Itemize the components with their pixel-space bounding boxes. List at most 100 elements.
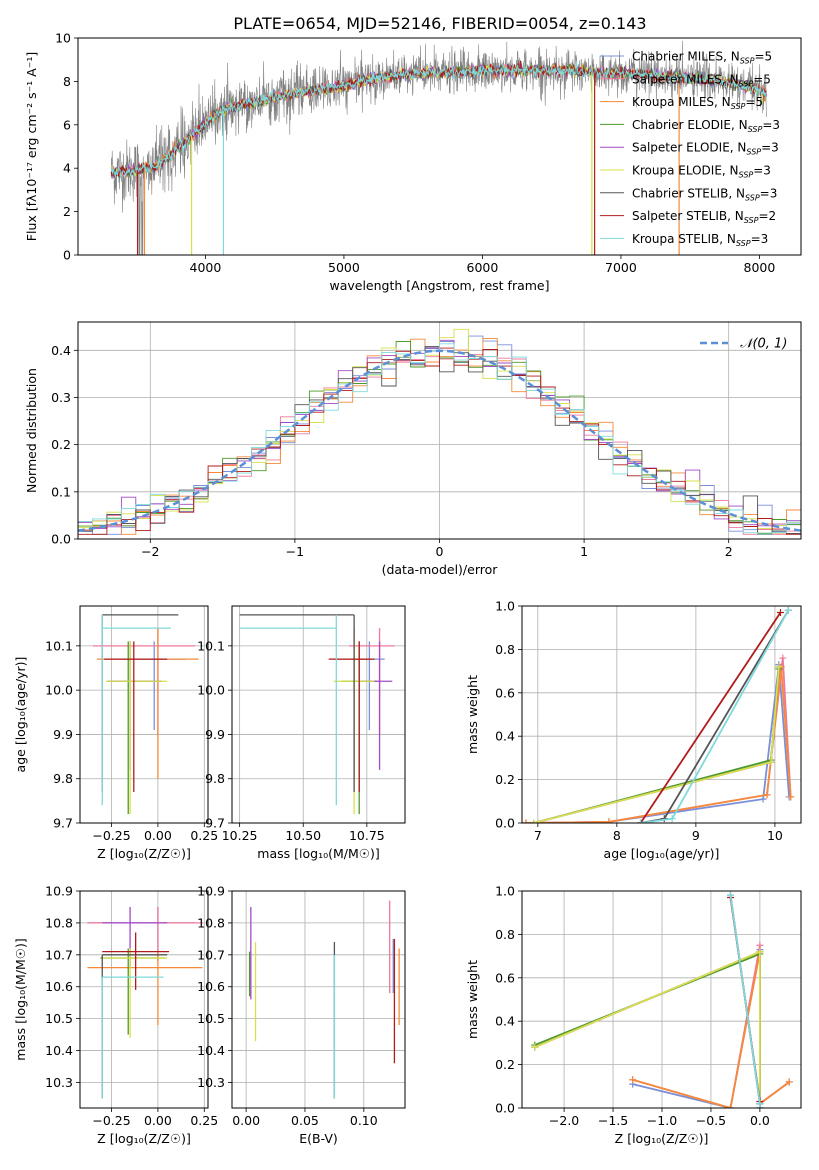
- x-tick-label: −0.25: [92, 1113, 130, 1128]
- y-axis-label: age [log₁₀(age/yr)]: [13, 657, 28, 773]
- weight-marker: [779, 654, 787, 662]
- model-spectrum: [110, 61, 767, 179]
- y-tick-label: 10.9: [45, 884, 73, 899]
- plot-area: [249, 900, 400, 1099]
- x-tick-label: 10.50: [285, 828, 321, 843]
- axes-age_vs_Z: −0.25 0.00 0.25 9.7 9.8 9.9 10.0 10.1 Z [log₁₀(Z…: [13, 605, 218, 861]
- legend-entry: Chabrier STELIB, NSSP=3: [632, 186, 777, 202]
- y-tick-label: 1.0: [495, 884, 515, 899]
- y-tick-label: 6: [63, 117, 71, 132]
- y-tick-label: 10.8: [45, 915, 73, 930]
- x-tick-label: 2: [725, 544, 733, 559]
- x-tick-label: −1: [286, 544, 304, 559]
- legend-entry: Salpeter STELIB, NSSP=2: [632, 209, 776, 225]
- y-tick-label: 0: [63, 248, 71, 263]
- weight-marker: [756, 948, 764, 956]
- weight-marker: [668, 815, 676, 823]
- y-tick-label: 10.7: [197, 947, 225, 962]
- x-tick-label: −0.25: [92, 828, 130, 843]
- residual-histogram: [78, 341, 801, 534]
- axes-frame: [79, 890, 209, 1109]
- weight-marker: [756, 941, 764, 949]
- axes-frame: [231, 605, 406, 824]
- weight-marker: [756, 1104, 764, 1108]
- legend: Chabrier MILES, NSSP=5 Salpeter MILES, NS…: [600, 50, 780, 248]
- x-tick-label: 6000: [467, 260, 499, 275]
- weight-marker: [763, 791, 771, 799]
- x-tick-label: 8: [613, 828, 621, 843]
- y-tick-label: 0.2: [495, 772, 515, 787]
- axes-mass_vs_ebv: 0.00 0.05 0.10 10.3 10.4 10.5 10.6 10.7 10.8 10.9…: [197, 884, 406, 1146]
- axes-spectrum: 4000 5000 6000 7000 8000 0 2 4 6 8 10 wavelength [A…: [24, 31, 802, 293]
- y-tick-label: 4: [63, 161, 71, 176]
- axes-frame: [231, 890, 406, 1109]
- legend-entry: 𝒩(0, 1): [740, 337, 787, 352]
- y-tick-label: 0.4: [495, 729, 515, 744]
- x-tick-label: 7: [534, 828, 542, 843]
- residual-histogram: [78, 346, 801, 535]
- weight-marker: [629, 1076, 637, 1084]
- plot-area: [239, 614, 395, 815]
- y-tick-label: 10.4: [45, 1043, 73, 1058]
- weight-marker: [530, 819, 538, 823]
- weight-marker: [727, 891, 735, 899]
- legend-entry: Kroupa STELIB, NSSP=3: [632, 232, 768, 248]
- weight-marker: [787, 793, 795, 801]
- legend-entry: Kroupa MILES, NSSP=5: [632, 95, 763, 111]
- y-tick-label: 9.7: [53, 816, 73, 831]
- weight-marker: [775, 663, 783, 671]
- y-axis-label: Normed distribution: [24, 368, 39, 493]
- y-tick-label: 9.7: [205, 816, 225, 831]
- legend-entry: Kroupa ELODIE, NSSP=3: [632, 164, 771, 180]
- x-axis-label: E(B-V): [299, 1131, 338, 1146]
- axes-weight_vs_age: 7 8 9 10 0.0 0.2 0.4 0.6 0.8 1.0 age [log₁₀(age/yr…: [465, 599, 802, 861]
- axes-frame: [79, 605, 209, 824]
- x-tick-label: 0.25: [190, 828, 218, 843]
- x-tick-label: −2: [141, 544, 159, 559]
- axes-age_vs_mass: 10.25 10.50 10.75 9.7 9.8 9.9 10.0 10.1 mass [lo…: [197, 605, 406, 861]
- y-tick-label: 0.0: [51, 532, 71, 547]
- legend-entry: Chabrier MILES, NSSP=5: [632, 50, 772, 66]
- x-tick-label: −1.5: [598, 1113, 628, 1128]
- y-tick-label: 10.0: [197, 683, 225, 698]
- weight-marker: [776, 609, 784, 617]
- y-axis-label: mass weight: [465, 675, 480, 754]
- y-tick-label: 0.1: [51, 484, 71, 499]
- legend: 𝒩(0, 1): [700, 337, 787, 352]
- y-tick-label: 0.4: [51, 343, 71, 358]
- axes-frame: [521, 890, 802, 1109]
- axes-frame: [77, 321, 802, 540]
- legend-entry: Chabrier ELODIE, NSSP=3: [632, 118, 780, 134]
- x-axis-label: Z [log₁₀(Z/Z☉)]: [97, 1131, 191, 1146]
- axes-weight_vs_Z: −2.0 −1.5 −1.0 −0.5 0.0 0.0 0.2 0.4 0.6 0.8 1.0 Z […: [465, 884, 802, 1146]
- y-tick-label: 0.3: [51, 390, 71, 405]
- y-tick-label: 10.6: [45, 979, 73, 994]
- y-tick-label: 8: [63, 74, 71, 89]
- plot-area: [110, 40, 767, 255]
- weight-marker: [784, 606, 792, 614]
- plot-area: [92, 614, 199, 815]
- x-tick-label: 5000: [328, 260, 360, 275]
- y-tick-label: 10.0: [45, 683, 73, 698]
- x-tick-label: 0.25: [190, 1113, 218, 1128]
- normal-curve: [78, 349, 801, 532]
- weight-marker: [727, 1104, 735, 1108]
- y-tick-label: 1.0: [495, 599, 515, 614]
- x-tick-label: 10: [767, 828, 783, 843]
- x-tick-label: 0.10: [350, 1113, 378, 1128]
- axes-mass_vs_Z: −0.25 0.00 0.25 10.3 10.4 10.5 10.6 10.7 10.8 10.…: [13, 884, 218, 1147]
- x-axis-label: mass [log₁₀(M/M☉)]: [257, 846, 379, 861]
- y-tick-label: 0.8: [495, 927, 515, 942]
- residual-histogram: [78, 328, 801, 529]
- weight-marker: [785, 1078, 793, 1086]
- y-tick-label: 9.9: [53, 727, 73, 742]
- axes-frame: [77, 37, 802, 256]
- y-tick-label: 10: [55, 31, 71, 46]
- y-tick-label: 10.6: [197, 979, 225, 994]
- y-tick-label: 10.1: [197, 638, 225, 653]
- figure-title: PLATE=0654, MJD=52146, FIBERID=0054, z=0…: [233, 14, 646, 33]
- y-tick-label: 10.3: [197, 1075, 225, 1090]
- x-tick-label: 10.75: [349, 828, 385, 843]
- residual-histogram: [78, 339, 801, 530]
